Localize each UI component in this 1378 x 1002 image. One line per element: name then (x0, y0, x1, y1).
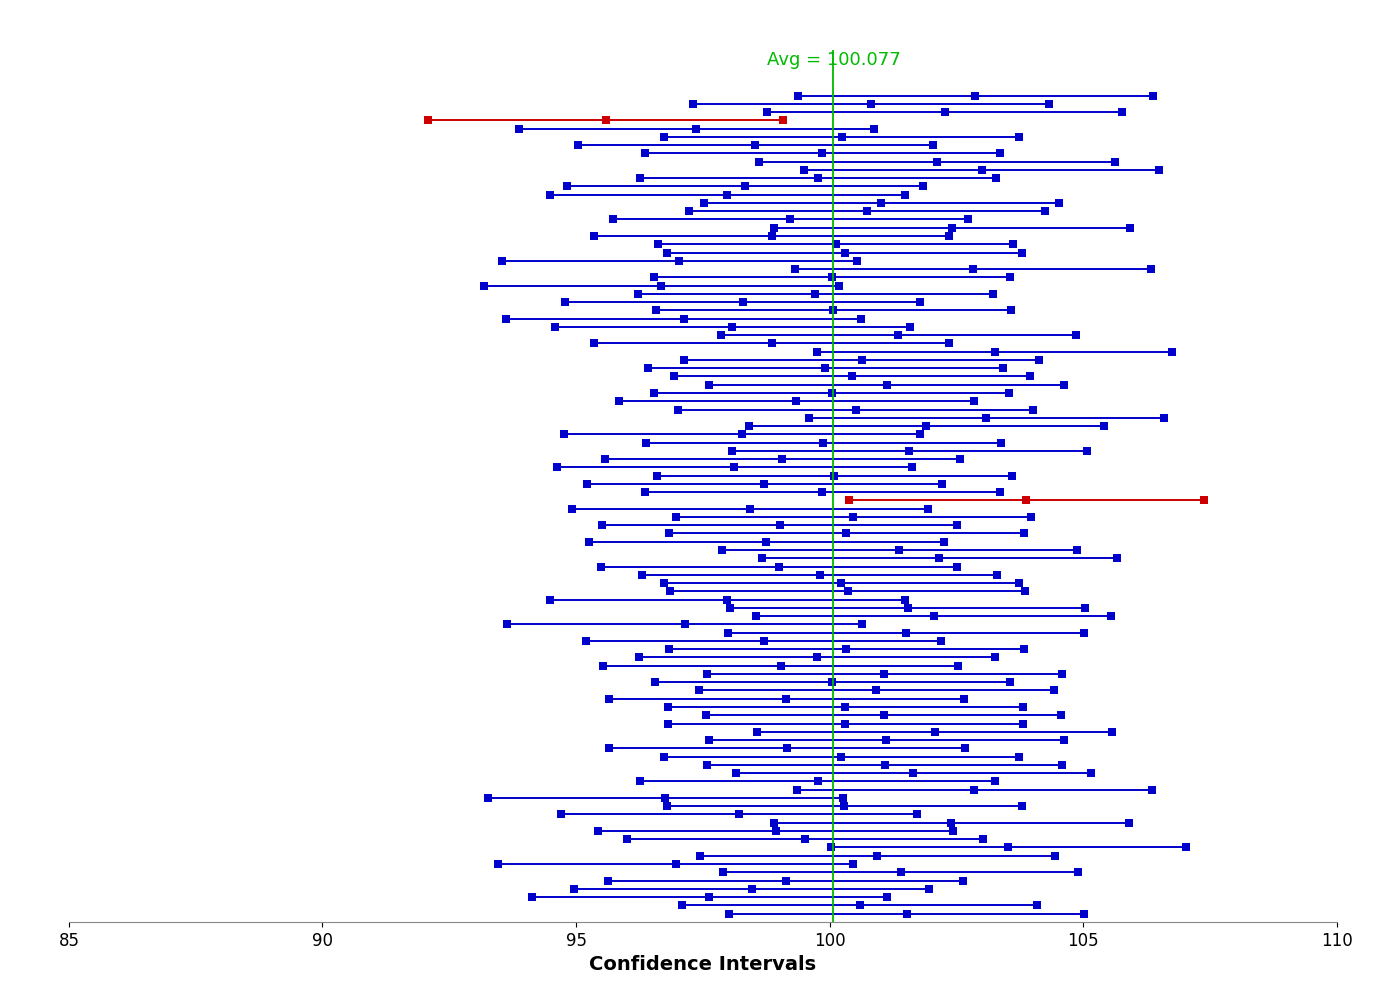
Text: Avg = 100.077: Avg = 100.077 (766, 51, 900, 69)
X-axis label: Confidence Intervals: Confidence Intervals (590, 955, 816, 974)
